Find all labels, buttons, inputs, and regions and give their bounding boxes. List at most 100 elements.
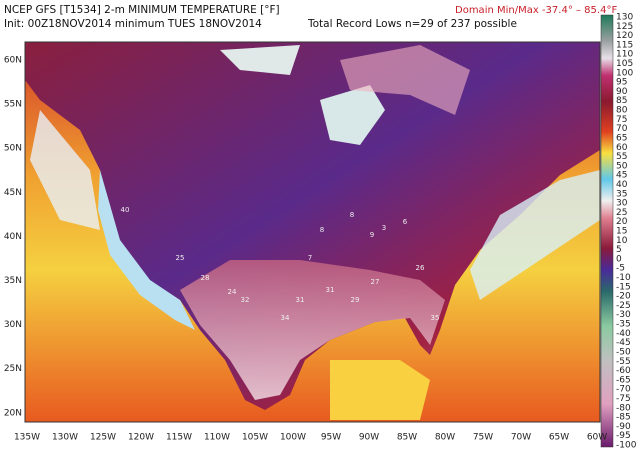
lon-label: 70W (511, 433, 531, 443)
colorbar-label: -65 (616, 375, 631, 385)
colorbar-label: 75 (616, 115, 627, 125)
lat-label: 40N (4, 232, 22, 242)
colorbar-label: -50 (616, 347, 631, 357)
colorbar-label: -55 (616, 357, 631, 367)
colorbar-label: -25 (616, 301, 631, 311)
lat-label: 25N (4, 364, 22, 374)
map-frame (24, 41, 601, 423)
lat-label: 55N (4, 100, 22, 110)
colorbar-label: -35 (616, 320, 631, 330)
record-low-label: 34 (281, 314, 290, 322)
record-low-label: 25 (176, 254, 185, 262)
record-low-label: 3 (382, 224, 386, 232)
record-low-label: 27 (371, 278, 380, 286)
lat-label: 50N (4, 144, 22, 154)
colorbar-label: 50 (616, 161, 628, 171)
colorbar-label: 30 (616, 199, 628, 209)
colorbar-label: 125 (616, 22, 633, 32)
title: NCEP GFS [T1534] 2-m MINIMUM TEMPERATURE… (4, 4, 280, 16)
record-low-label: 35 (431, 314, 440, 322)
hudson-bay (340, 45, 470, 115)
colorbar-label: 80 (616, 106, 628, 116)
colorbar-label: 130 (616, 13, 633, 23)
gulf-warm (330, 360, 430, 420)
record-low-label: 31 (326, 286, 335, 294)
land-mass (25, 42, 600, 410)
colorbar-label: -40 (616, 329, 631, 339)
colorbar-label: -80 (616, 403, 631, 413)
record-low-label: 24 (228, 288, 237, 296)
colorbar-label: 45 (616, 171, 627, 181)
init-line: Init: 00Z18NOV2014 minimum TUES 18NOV201… (4, 18, 262, 30)
lon-label: 75W (473, 433, 493, 443)
colorbar-label: -90 (616, 422, 631, 432)
colorbar-label: -75 (616, 394, 631, 404)
colorbar-label: -15 (616, 282, 631, 292)
colorbar-label: 40 (616, 180, 628, 190)
coastal-band (98, 170, 195, 330)
colorbar-label: 10 (616, 236, 628, 246)
colorbar-label: 55 (616, 152, 627, 162)
record-low-label: 8 (320, 226, 324, 234)
colorbar-label: 60 (616, 143, 628, 153)
lat-label: 45N (4, 188, 22, 198)
colorbar-label: 65 (616, 133, 627, 143)
record-low-label: 8 (350, 211, 354, 219)
colorbar-label: -20 (616, 292, 631, 302)
lon-label: 110W (204, 433, 230, 443)
colorbar-label: 110 (616, 50, 633, 60)
lon-label: 130W (52, 433, 78, 443)
colorbar-label: -5 (616, 264, 625, 274)
colorbar-label: 115 (616, 40, 633, 50)
colorbar-label: 25 (616, 208, 627, 218)
lon-label: 120W (128, 433, 154, 443)
colorbar-label: 0 (616, 254, 622, 264)
pacific-cool (30, 110, 100, 230)
lon-label: 125W (90, 433, 116, 443)
lon-label: 135W (14, 433, 40, 443)
colorbar-label: 100 (616, 68, 633, 78)
record-low-label: 26 (416, 264, 425, 272)
map (24, 41, 601, 423)
colorbar-label: 15 (616, 227, 627, 237)
record-low-label: 6 (403, 218, 408, 226)
lat-label: 20N (4, 408, 22, 418)
lon-label: 90W (359, 433, 379, 443)
colorbar-label: -70 (616, 385, 631, 395)
lat-label: 30N (4, 320, 22, 330)
colorbar-label: -60 (616, 366, 631, 376)
colorbar-label: -85 (616, 413, 631, 423)
colorbar-label: 85 (616, 96, 627, 106)
lon-label: 105W (242, 433, 268, 443)
record-low-label: 28 (201, 274, 210, 282)
lat-label: 60N (4, 56, 22, 66)
colorbar-label: -30 (616, 310, 631, 320)
record-count: Total Record Lows n=29 of 237 possible (307, 18, 517, 30)
record-low-label: 32 (241, 296, 250, 304)
colorbar-label: 5 (616, 245, 622, 255)
record-low-label: 9 (370, 231, 374, 239)
lon-label: 115W (166, 433, 192, 443)
colorbar-label: 95 (616, 78, 627, 88)
warm-south (180, 260, 445, 400)
colorbar-label: 35 (616, 189, 627, 199)
colorbar-label: -10 (616, 273, 631, 283)
colorbar-label: 70 (616, 124, 628, 134)
colorbar (600, 14, 614, 448)
colorbar-label: 120 (616, 31, 633, 41)
domain-minmax: Domain Min/Max -37.4° – 85.4°F (455, 5, 617, 16)
record-low-label: 31 (296, 296, 305, 304)
colorbar-label: -95 (616, 431, 631, 441)
colorbar-label: -45 (616, 338, 631, 348)
record-low-label: 40 (121, 206, 130, 214)
colorbar-label: 90 (616, 87, 628, 97)
record-low-label: 29 (351, 296, 360, 304)
colorbar-label: 20 (616, 217, 628, 227)
colorbar-label: -100 (616, 441, 637, 451)
lon-label: 60W (587, 433, 607, 443)
cold-patch (320, 85, 385, 145)
cold-patch (220, 45, 300, 75)
lon-label: 80W (435, 433, 455, 443)
